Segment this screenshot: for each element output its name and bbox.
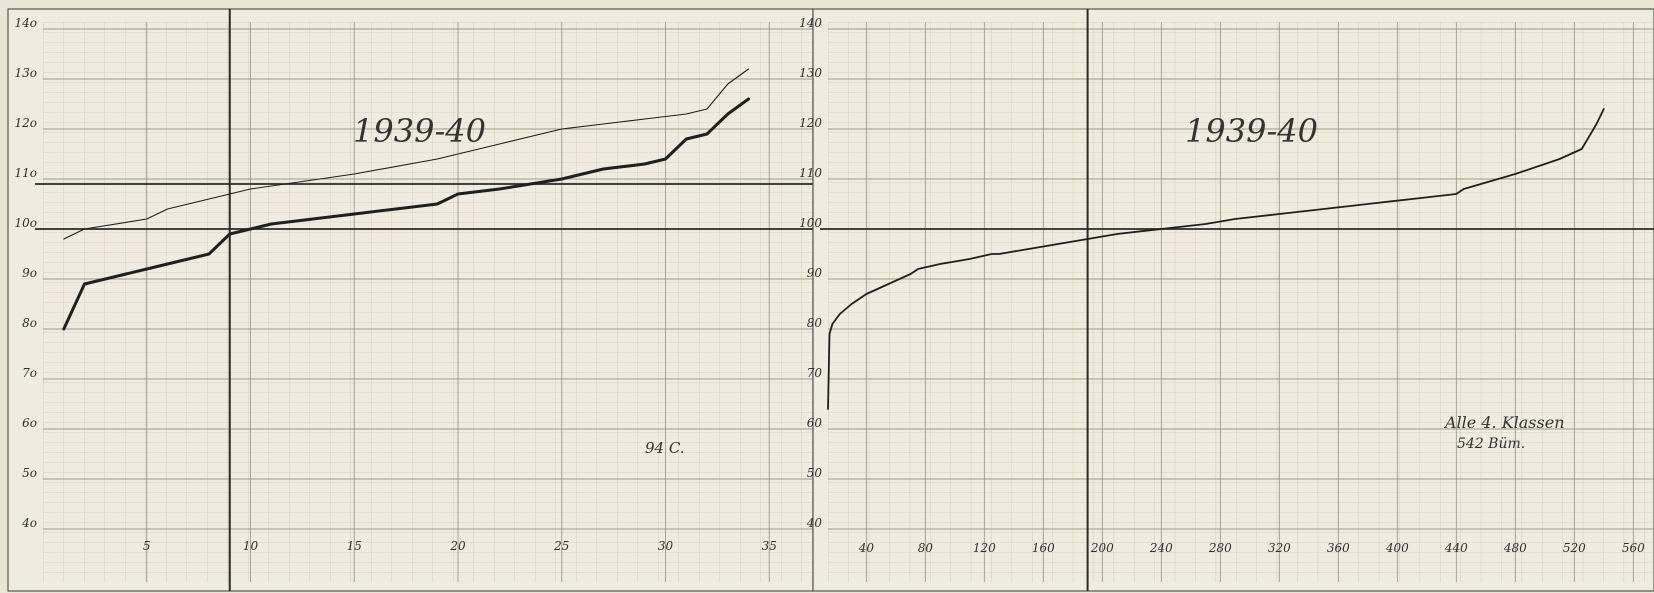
right-y-tick-labels: 40 50 60 70 80 90 100 110 120 130 140 bbox=[799, 16, 822, 530]
right-grid bbox=[828, 22, 1654, 582]
right-x-tick-label: 520 bbox=[1563, 541, 1586, 555]
right-y-tick-label: 90 bbox=[807, 266, 823, 280]
right-y-tick-label: 40 bbox=[806, 516, 823, 530]
right-chart-panel: 40 50 60 70 80 90 100 110 120 130 140 40 80 120 160 20… bbox=[799, 8, 1654, 592]
right-x-tick-label: 240 bbox=[1149, 541, 1173, 555]
right-series-line-normal bbox=[827, 108, 1605, 410]
left-y-tick-label: 8o bbox=[22, 316, 37, 330]
left-x-tick-label: 5 bbox=[143, 539, 151, 553]
right-x-tick-label: 400 bbox=[1385, 541, 1409, 555]
left-y-tick-labels: 4o 5o 6o 7o 8o 9o 10o 11o 12o 13o 14o bbox=[15, 16, 38, 530]
left-series-group bbox=[62, 68, 750, 331]
right-y-tick-label: 60 bbox=[807, 416, 823, 430]
left-y-tick-label: 9o bbox=[22, 266, 37, 280]
left-x-tick-label: 30 bbox=[658, 539, 674, 553]
left-series-line-thick bbox=[62, 97, 750, 331]
left-y-tick-label: 11o bbox=[15, 166, 38, 180]
right-x-tick-label: 360 bbox=[1327, 541, 1350, 555]
right-major-grid bbox=[828, 22, 1654, 582]
left-chart-panel: 4o 5o 6o 7o 8o 9o 10o 11o 12o 13o 14o 5 10 15 20 25 30 3… bbox=[7, 8, 814, 592]
left-chart-title: 1939-40 bbox=[353, 112, 486, 150]
right-y-tick-label: 110 bbox=[799, 166, 822, 180]
right-annotation-line-2: 542 Büm. bbox=[1457, 436, 1525, 452]
left-x-tick-label: 10 bbox=[243, 539, 259, 553]
right-x-tick-label: 40 bbox=[858, 541, 875, 555]
left-x-tick-label: 25 bbox=[553, 539, 569, 553]
left-y-tick-label: 4o bbox=[21, 516, 37, 530]
right-x-tick-labels: 40 80 120 160 200 240 280 320 360 400 440 480 520 560 bbox=[858, 541, 1645, 555]
right-y-tick-label: 50 bbox=[807, 466, 823, 480]
right-x-tick-label: 160 bbox=[1032, 541, 1055, 555]
right-y-tick-label: 130 bbox=[799, 66, 822, 80]
left-y-tick-label: 10o bbox=[15, 216, 38, 230]
right-y-tick-label: 100 bbox=[799, 216, 822, 230]
right-x-tick-label: 80 bbox=[918, 541, 934, 555]
right-x-tick-label: 560 bbox=[1622, 541, 1645, 555]
right-x-tick-label: 280 bbox=[1208, 541, 1232, 555]
right-x-tick-label: 480 bbox=[1503, 541, 1527, 555]
left-x-tick-label: 35 bbox=[762, 539, 777, 553]
left-y-tick-label: 13o bbox=[15, 66, 38, 80]
left-x-tick-label: 15 bbox=[347, 539, 362, 553]
right-x-tick-label: 120 bbox=[973, 541, 996, 555]
left-grid bbox=[43, 22, 813, 582]
right-x-tick-label: 440 bbox=[1444, 541, 1468, 555]
right-y-tick-label: 80 bbox=[807, 316, 823, 330]
right-chart-title: 1939-40 bbox=[1185, 112, 1318, 150]
right-y-tick-label: 70 bbox=[807, 366, 823, 380]
left-reference-lines bbox=[35, 9, 813, 591]
left-y-tick-label: 7o bbox=[22, 366, 37, 380]
right-y-tick-label: 120 bbox=[799, 116, 822, 130]
left-x-tick-labels: 5 10 15 20 25 30 35 bbox=[143, 539, 777, 553]
right-annotation-line-1: Alle 4. Klassen bbox=[1443, 413, 1565, 432]
left-chart-annotation: 94 C. bbox=[645, 439, 685, 457]
right-y-tick-label: 140 bbox=[799, 16, 822, 30]
right-reference-lines bbox=[820, 9, 1654, 591]
left-series-line-thin bbox=[63, 68, 750, 240]
left-y-tick-label: 14o bbox=[15, 16, 38, 30]
right-x-tick-label: 320 bbox=[1268, 541, 1291, 555]
left-y-tick-label: 12o bbox=[15, 116, 38, 130]
right-series-group bbox=[827, 108, 1605, 410]
left-y-tick-label: 5o bbox=[22, 466, 37, 480]
right-x-tick-label: 200 bbox=[1090, 541, 1114, 555]
left-y-tick-label: 6o bbox=[22, 416, 37, 430]
left-x-tick-label: 20 bbox=[449, 539, 466, 553]
